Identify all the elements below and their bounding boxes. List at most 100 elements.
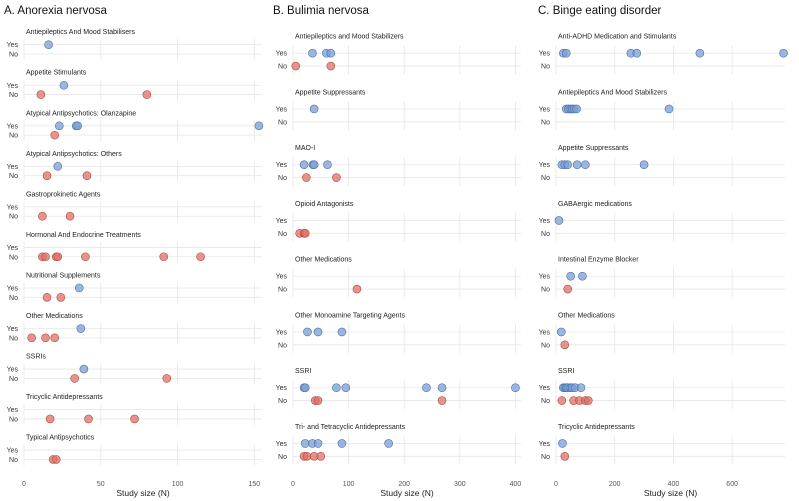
point-yes (53, 162, 63, 171)
facet: Atypical Antipsychotics: Olanzapine Yes No (7, 110, 264, 142)
y-label-no: No (278, 119, 287, 126)
y-label-no: No (278, 64, 287, 71)
facet: Hormonal And Endocrine Treatments Yes No (7, 232, 262, 263)
y-label-no: No (278, 454, 287, 461)
facet-band (556, 268, 785, 298)
y-label-no: No (278, 342, 287, 349)
panel-1: A. Anorexia nervosa Antiepileptics And Mo… (4, 5, 264, 498)
facet-title: Other Medications (26, 313, 83, 320)
point-yes (309, 160, 319, 170)
point-yes (254, 121, 264, 131)
facet-title: MAO-I (295, 145, 315, 152)
y-label-no: No (278, 398, 287, 405)
facet: SSRI Yes No (539, 368, 785, 409)
point-no (36, 90, 46, 99)
facet-title: Other Medications (558, 312, 615, 319)
point-yes (639, 160, 649, 170)
facet-title: Other Medications (295, 257, 352, 264)
y-label-yes: Yes (7, 285, 19, 292)
point-yes (74, 283, 84, 293)
point-no (84, 414, 93, 424)
facet-title: Opioid Antagonists (295, 201, 354, 208)
point-no (437, 396, 447, 405)
point-yes (581, 160, 590, 170)
facet: Gastroprokinetic Agents Yes No (7, 191, 262, 223)
point-yes (337, 439, 347, 448)
panel-title: B. Bulimia nervosa (273, 5, 369, 17)
facet: Appetite Suppressants Yes No (276, 89, 521, 131)
facet-band (24, 403, 262, 426)
facet: Atypical Antipsychotics: Others Yes No (7, 151, 262, 182)
y-label-yes: Yes (539, 106, 551, 113)
point-no (42, 171, 52, 180)
point-no (162, 374, 172, 383)
point-no (313, 396, 323, 405)
facet-band (24, 39, 262, 61)
point-no (81, 252, 90, 262)
point-no (332, 173, 341, 182)
facet-title: Tricyclic Antidepressants (558, 424, 635, 431)
point-no (42, 293, 52, 302)
point-no (82, 171, 92, 180)
facet-band (556, 324, 785, 354)
facet-band (293, 268, 521, 298)
y-label-yes: Yes (7, 448, 19, 455)
facet: Tricyclic Antidepressants Yes No (539, 424, 785, 465)
y-label-yes: Yes (7, 326, 19, 333)
y-label-yes: Yes (7, 407, 19, 414)
point-yes (55, 121, 64, 131)
facet-title: Other Monoamine Targeting Agents (295, 312, 405, 319)
point-yes (299, 160, 309, 170)
point-yes (511, 383, 520, 393)
y-label-no: No (9, 335, 18, 342)
y-label-yes: Yes (7, 164, 19, 171)
y-label-no: No (541, 64, 550, 71)
y-label-yes: Yes (7, 83, 19, 90)
point-yes (563, 160, 573, 170)
point-no (38, 211, 47, 221)
facet: GABAergic medications Yes No (539, 201, 785, 242)
facet-title: Typical Antipsychotics (26, 435, 95, 442)
point-yes (576, 383, 586, 393)
facet: Other Medications Yes No (7, 313, 262, 344)
x-tick-label: 0 (22, 481, 26, 488)
facet-band (293, 379, 521, 409)
point-no (291, 61, 301, 71)
panel-2: B. Bulimia nervosa Antiepileptics and Moo… (273, 5, 521, 498)
y-label-yes: Yes (7, 367, 19, 374)
point-yes (73, 121, 83, 131)
y-label-yes: Yes (7, 204, 19, 211)
point-yes (341, 383, 351, 393)
point-yes (384, 439, 393, 448)
facet-title: Appetite Stimulants (26, 70, 87, 77)
facet-title: SSRI (558, 368, 574, 375)
y-label-no: No (9, 214, 18, 221)
y-label-yes: Yes (539, 51, 551, 58)
point-no (316, 451, 326, 461)
panel-title: A. Anorexia nervosa (4, 5, 108, 17)
x-tick-label: 600 (726, 481, 738, 488)
point-yes (779, 48, 788, 58)
facet-band (24, 363, 262, 385)
facet-band (556, 379, 785, 409)
y-label-yes: Yes (276, 106, 288, 113)
facet: Other Medications Yes No (539, 312, 785, 354)
x-tick-label: 100 (172, 481, 184, 488)
y-label-yes: Yes (276, 329, 288, 336)
point-yes (566, 271, 575, 281)
x-axis-label: Study size (N) (380, 488, 434, 498)
y-label-yes: Yes (539, 385, 551, 392)
point-yes (572, 104, 581, 114)
y-label-yes: Yes (539, 162, 551, 169)
x-tick-label: 400 (510, 481, 522, 488)
point-yes (561, 48, 571, 58)
facet-title: Antiepileptics And Mood Stabilisers (26, 29, 135, 36)
x-tick-label: 100 (343, 481, 355, 488)
panel-3: C. Binge eating disorder Anti-ADHD Medica… (538, 5, 788, 498)
facet-title: SSRI (295, 368, 311, 375)
y-label-yes: Yes (276, 162, 288, 169)
facet-band (293, 324, 521, 354)
y-label-no: No (541, 231, 550, 238)
point-yes (76, 324, 86, 333)
point-no (56, 293, 66, 302)
